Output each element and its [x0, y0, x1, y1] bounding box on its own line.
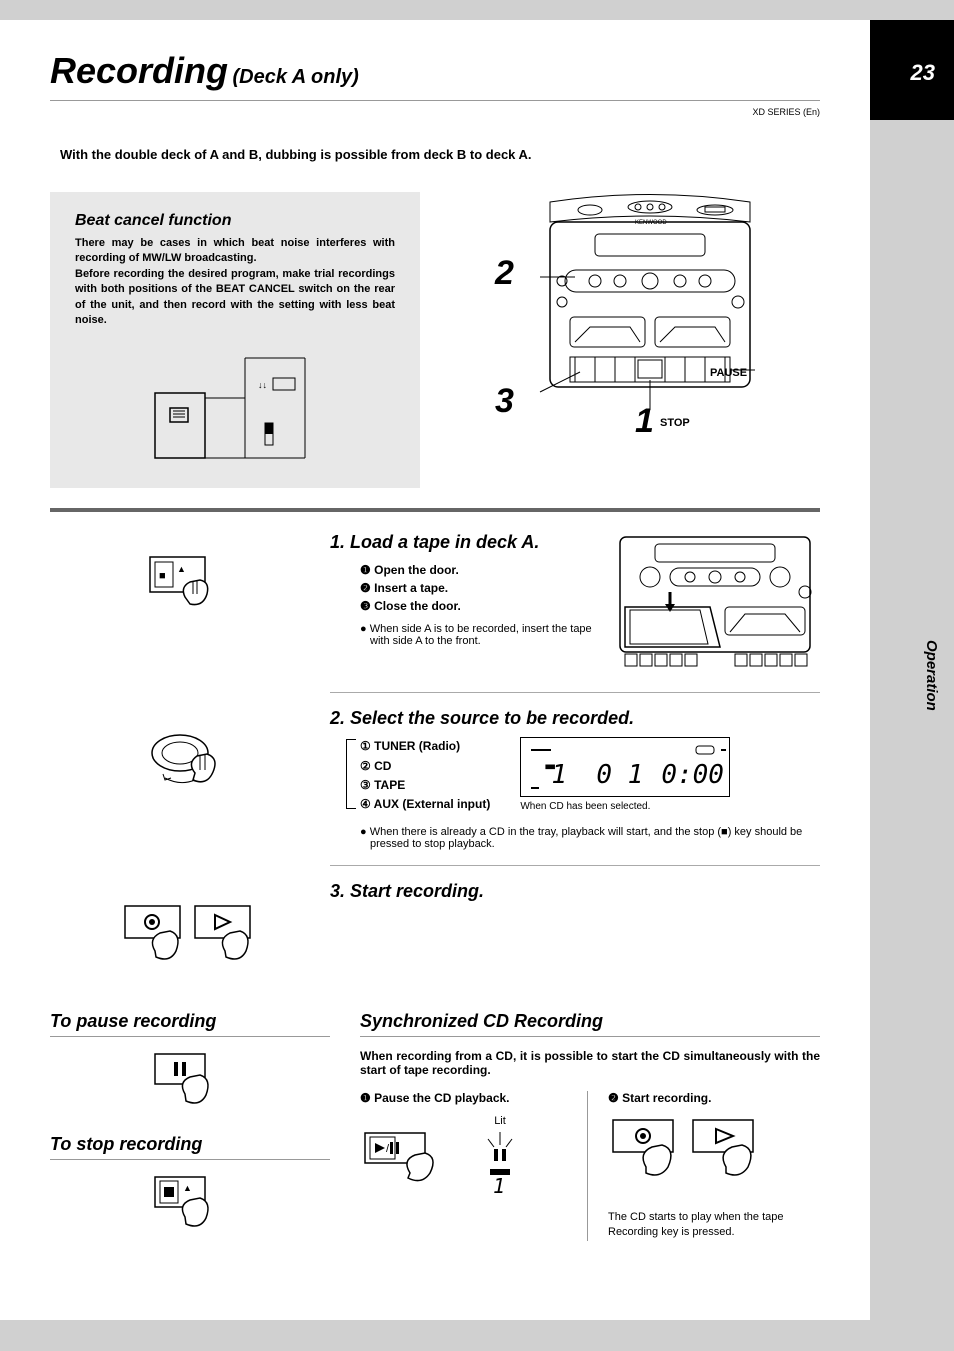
- stereo-diagram: KENWOOD: [460, 192, 820, 472]
- sync-cols: ❶ Pause the CD playback. / Lit: [360, 1091, 820, 1241]
- svg-text:/: /: [386, 1143, 390, 1155]
- sub-title: (Deck A only): [232, 66, 358, 88]
- step1-note: ● When side A is to be recorded, insert …: [360, 623, 610, 647]
- callout-stop: STOP: [660, 417, 690, 429]
- pause-press-icon: [150, 1049, 230, 1109]
- rec-play-press-icon: [120, 901, 260, 981]
- main-title: Recording: [50, 50, 228, 91]
- rear-panel-icon: ↓↓: [145, 348, 325, 468]
- step1-sub: ❶ Open the door. ❷ Insert a tape. ❸ Clos…: [360, 561, 610, 615]
- lit-icon: 1: [480, 1127, 520, 1197]
- display-panel: ▬ 1 0 1 0:00: [520, 737, 730, 797]
- step3-icon: [50, 881, 330, 981]
- sync-intro: When recording from a CD, it is possible…: [360, 1049, 820, 1077]
- step1-right-image: [610, 532, 820, 677]
- svg-text:KENWOOD: KENWOOD: [635, 220, 667, 226]
- beat-cancel-box: Beat cancel function There may be cases …: [50, 192, 420, 488]
- svg-text:▲: ▲: [177, 564, 186, 574]
- cd-pause-press-icon: /: [360, 1115, 460, 1195]
- sync-col-2: ❷ Start recording. The CD starts to play…: [608, 1091, 820, 1241]
- sync-column: Synchronized CD Recording When recording…: [360, 1011, 820, 1257]
- dial-turn-icon: [145, 728, 235, 798]
- page-number: 23: [911, 60, 935, 86]
- series-label: XD SERIES (En): [50, 107, 820, 117]
- step2-note: ● When there is already a CD in the tray…: [360, 826, 820, 850]
- sync-title: Synchronized CD Recording: [360, 1011, 820, 1037]
- stereo-system-icon: KENWOOD: [520, 192, 780, 422]
- beat-diagram: ↓↓: [75, 348, 395, 468]
- display-note: When CD has been selected.: [520, 801, 730, 812]
- manual-page: 23 Operation Recording (Deck A only) XD …: [0, 20, 870, 1320]
- step-3: 3. Start recording.: [50, 881, 820, 981]
- stop-title: To stop recording: [50, 1134, 330, 1160]
- beat-text-2: Before recording the desired program, ma…: [75, 267, 395, 329]
- upper-row: Beat cancel function There may be cases …: [50, 192, 820, 488]
- beat-text-1: There may be cases in which beat noise i…: [75, 236, 395, 267]
- callout-pause: PAUSE: [710, 367, 747, 379]
- display-panel-wrap: ▬ 1 0 1 0:00 When CD has been selected.: [520, 737, 730, 814]
- divider-thick: [50, 508, 820, 512]
- callout-1: 1: [635, 402, 654, 441]
- divider-thin-2: [330, 865, 820, 866]
- sync-note: The CD starts to play when the tape Reco…: [608, 1210, 820, 1241]
- step-1: ■ ▲ 1. Load a tape in deck A. ❶ Open the…: [50, 532, 820, 677]
- step-2: 2. Select the source to be recorded. ① T…: [50, 708, 820, 850]
- callout-2: 2: [495, 254, 514, 293]
- section-tab: Operation: [923, 640, 940, 711]
- step1-icon: ■ ▲: [50, 532, 330, 677]
- callout-3: 3: [495, 382, 514, 421]
- step3-title: 3. Start recording.: [330, 881, 820, 902]
- step2-icon: [50, 708, 330, 850]
- display-disc: 0 1: [596, 760, 643, 790]
- lit-indicator: Lit 1: [480, 1115, 520, 1200]
- step2-title: 2. Select the source to be recorded.: [330, 708, 820, 729]
- stop-press-icon: ▲: [150, 1172, 230, 1232]
- pause-icon-row: [50, 1049, 330, 1109]
- svg-text:↓↓: ↓↓: [258, 380, 267, 390]
- rec-play-press-icon-2: [608, 1115, 768, 1195]
- source-list: ① TUNER (Radio) ② CD ③ TAPE ④ AUX (Exter…: [360, 737, 490, 814]
- divider-thin-1: [330, 692, 820, 693]
- title-row: Recording (Deck A only): [50, 50, 820, 101]
- display-track: 1: [551, 760, 567, 790]
- deck-open-icon: [610, 532, 820, 672]
- svg-text:▲: ▲: [183, 1183, 192, 1193]
- svg-text:1: 1: [493, 1174, 505, 1197]
- sync-s1-label: ❶ Pause the CD playback.: [360, 1091, 572, 1105]
- step1-title: 1. Load a tape in deck A.: [330, 532, 610, 553]
- tape-deck-press-icon: ■ ▲: [145, 552, 235, 622]
- intro-text: With the double deck of A and B, dubbing…: [60, 147, 820, 162]
- bracket-icon: [346, 739, 356, 809]
- beat-title: Beat cancel function: [75, 212, 395, 230]
- bottom-row: To pause recording To stop recording ▲: [50, 1011, 820, 1257]
- sync-col-1: ❶ Pause the CD playback. / Lit: [360, 1091, 588, 1241]
- sync-s2-label: ❷ Start recording.: [608, 1091, 820, 1105]
- pause-title: To pause recording: [50, 1011, 330, 1037]
- stop-icon-row: ▲: [50, 1172, 330, 1232]
- svg-text:■: ■: [159, 570, 166, 582]
- display-time: 0:00: [661, 760, 724, 790]
- left-column: To pause recording To stop recording ▲: [50, 1011, 330, 1257]
